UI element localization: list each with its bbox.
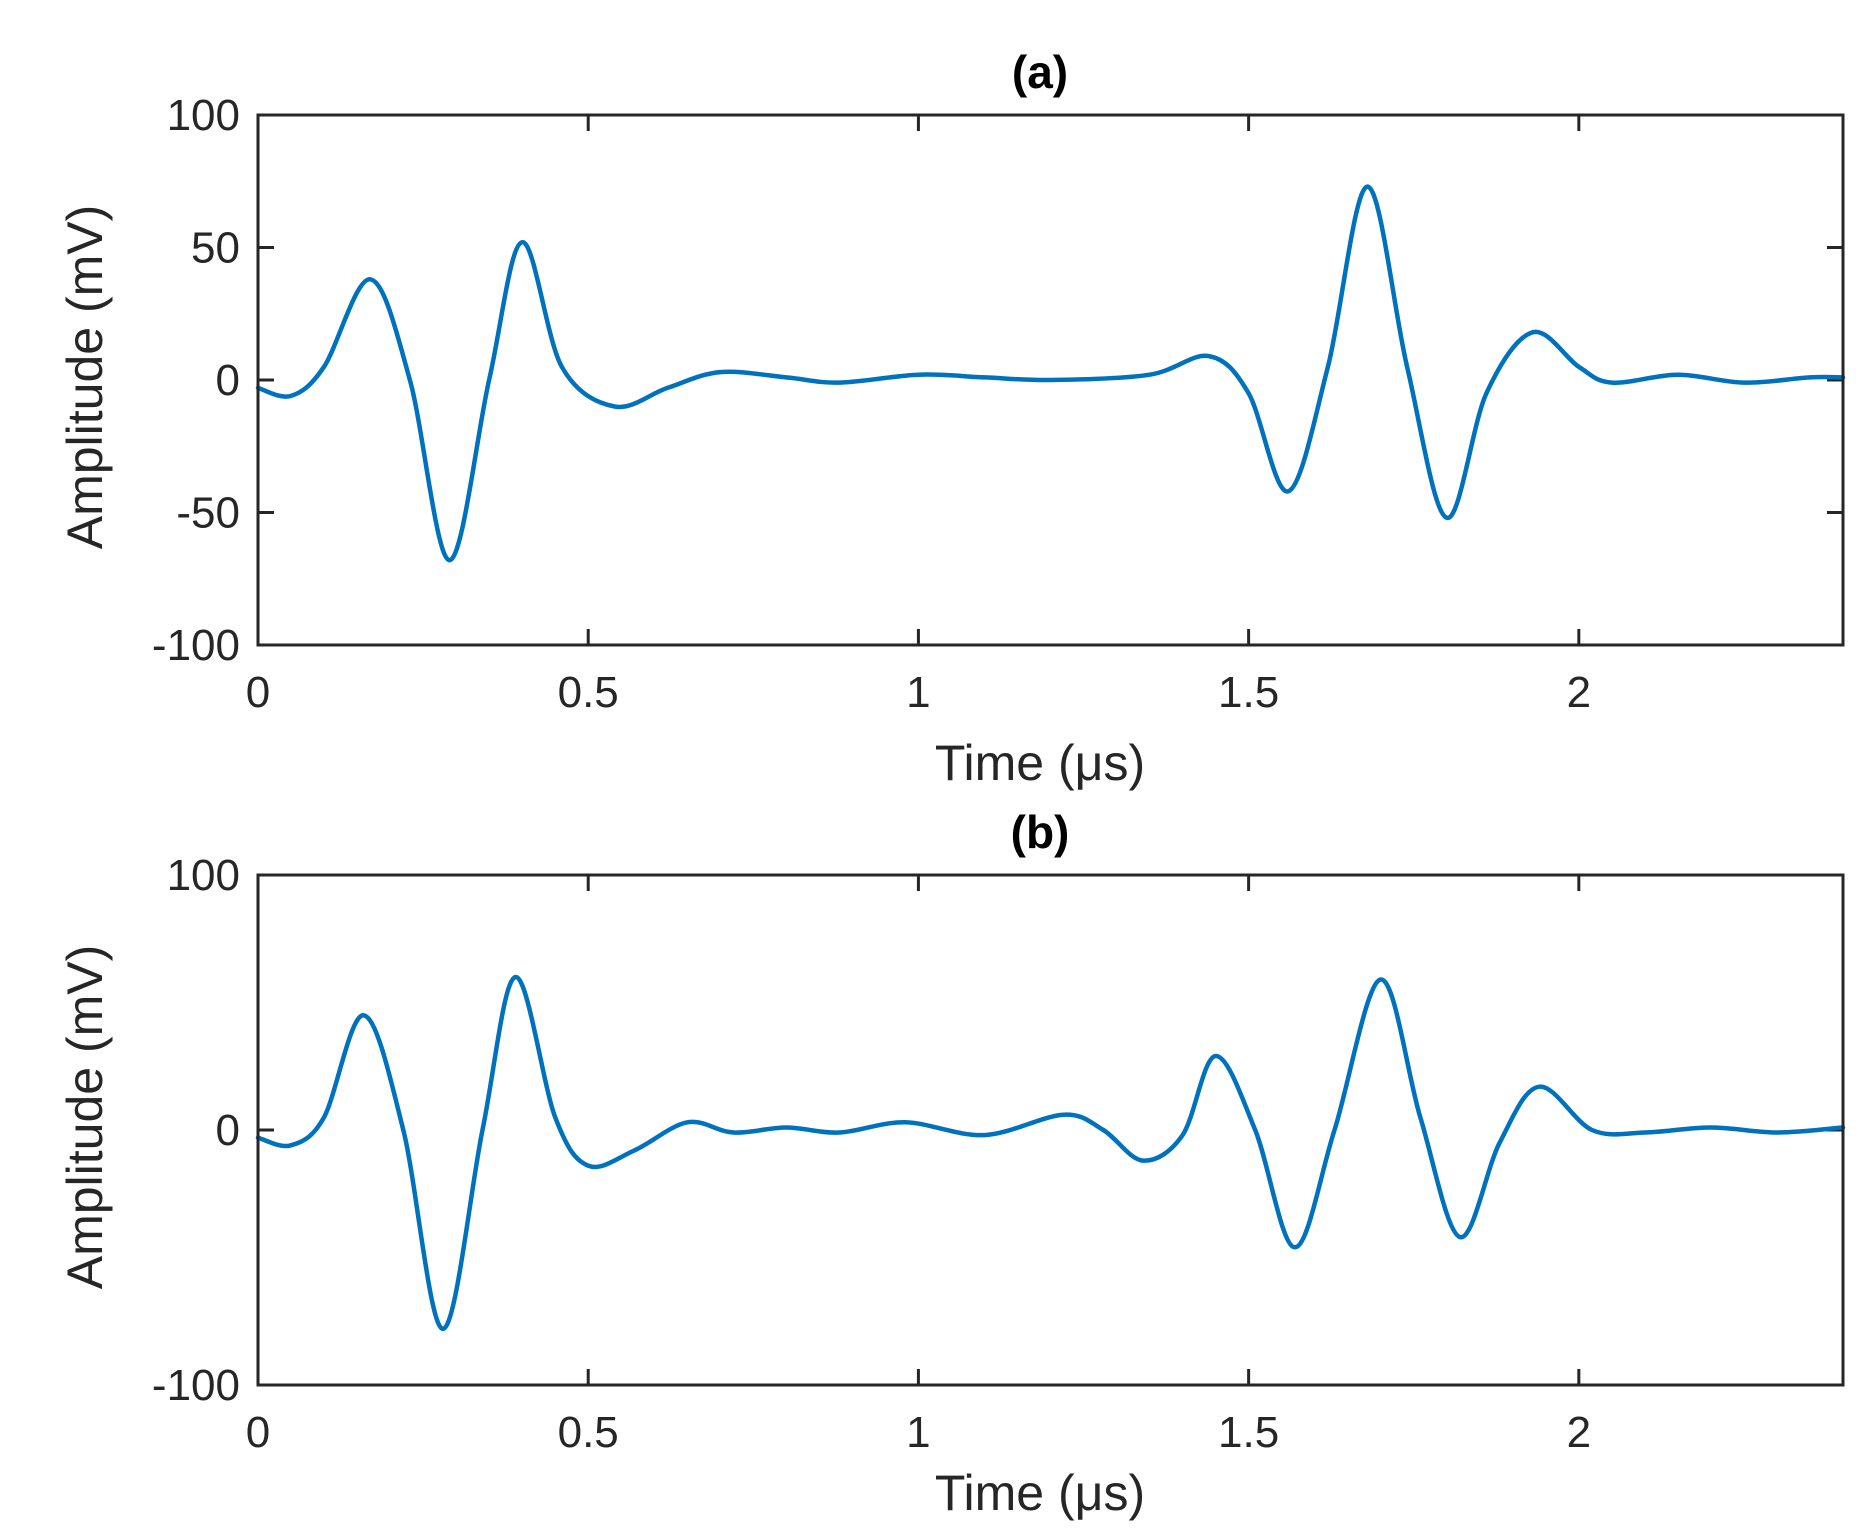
x-axis-label: Time (μs) (935, 735, 1145, 791)
x-tick-label: 0.5 (558, 1408, 619, 1457)
series-line (255, 184, 1846, 563)
y-tick-labels: -100 -50 0 50 100 (152, 91, 240, 670)
x-tick-label: 0 (246, 668, 270, 717)
chart-title: (b) (1011, 806, 1070, 858)
y-tick-label: 0 (216, 356, 240, 405)
y-tick-label: 0 (216, 1106, 240, 1155)
x-tick-label: 0.5 (558, 668, 619, 717)
x-tick-label: 1.5 (1218, 668, 1279, 717)
y-axis-label: Amplitude (mV) (57, 205, 113, 550)
chart-panel-a: (a) -100 -50 0 50 100 0 0.5 1 1.5 2 Time (μs) Am… (57, 46, 1846, 791)
y-tick-label: -100 (152, 621, 240, 670)
y-tick-label: -50 (176, 489, 240, 538)
axes-box (256, 873, 1845, 1387)
x-tick-label: 1 (906, 1408, 930, 1457)
series-line (255, 974, 1846, 1332)
x-tick-labels: 0 0.5 1 1.5 2 (246, 1408, 1591, 1457)
y-tick-labels: -100 0 100 (152, 851, 240, 1410)
y-tick-label: 50 (191, 224, 240, 273)
x-tick-labels: 0 0.5 1 1.5 2 (246, 668, 1591, 717)
chart-title: (a) (1012, 46, 1068, 98)
y-tick-label: 100 (167, 851, 240, 900)
axes-box (256, 113, 1845, 647)
x-tick-label: 2 (1567, 1408, 1591, 1457)
x-tick-label: 1.5 (1218, 1408, 1279, 1457)
x-tick-label: 0 (246, 1408, 270, 1457)
series-lines (255, 974, 1846, 1332)
x-tick-label: 1 (906, 668, 930, 717)
series-lines (255, 184, 1846, 563)
y-tick-label: 100 (167, 91, 240, 140)
x-tick-label: 2 (1567, 668, 1591, 717)
x-axis-label: Time (μs) (935, 1465, 1145, 1521)
y-axis-label: Amplitude (mV) (57, 945, 113, 1290)
y-tick-label: -100 (152, 1361, 240, 1410)
